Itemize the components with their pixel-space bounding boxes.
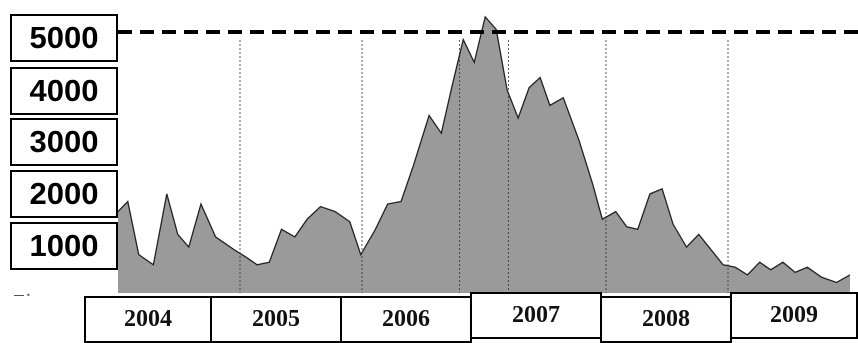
series-area-fill — [118, 16, 850, 293]
y-tick-label: 5000 — [10, 14, 118, 62]
x-tick-label: 2004 — [84, 296, 212, 343]
axis-origin-mark: • — [14, 291, 31, 300]
x-tick-label: 2006 — [340, 296, 472, 343]
x-tick-label: 2005 — [210, 296, 342, 343]
x-tick-label: 2007 — [470, 292, 602, 339]
series-line — [117, 15, 851, 284]
origin-tick — [14, 295, 24, 296]
origin-dot: • — [26, 291, 31, 300]
area-series-group — [117, 15, 851, 293]
y-tick-label: 2000 — [10, 170, 118, 218]
x-tick-label: 2008 — [600, 296, 732, 343]
y-tick-label: 1000 — [10, 222, 118, 270]
y-tick-label: 4000 — [10, 67, 118, 115]
y-tick-label: 3000 — [10, 118, 118, 166]
x-tick-label: 2009 — [730, 292, 858, 339]
